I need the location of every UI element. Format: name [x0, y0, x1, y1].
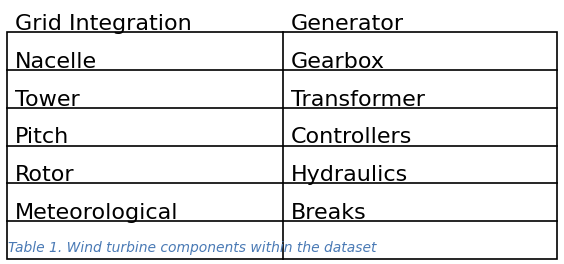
Text: Controllers: Controllers: [291, 128, 412, 147]
Bar: [7, 32, 557, 259]
Text: Tower: Tower: [15, 89, 80, 110]
Text: Grid Integration: Grid Integration: [15, 14, 192, 34]
Text: Breaks: Breaks: [291, 203, 367, 223]
Text: Rotor: Rotor: [15, 165, 74, 185]
Text: Transformer: Transformer: [291, 89, 425, 110]
Text: Generator: Generator: [291, 14, 404, 34]
Text: Meteorological: Meteorological: [15, 203, 178, 223]
Text: Gearbox: Gearbox: [291, 52, 385, 72]
Text: Nacelle: Nacelle: [15, 52, 97, 72]
Text: Table 1. Wind turbine components within the dataset: Table 1. Wind turbine components within …: [8, 241, 377, 255]
Text: Hydraulics: Hydraulics: [291, 165, 408, 185]
Text: Pitch: Pitch: [15, 128, 69, 147]
